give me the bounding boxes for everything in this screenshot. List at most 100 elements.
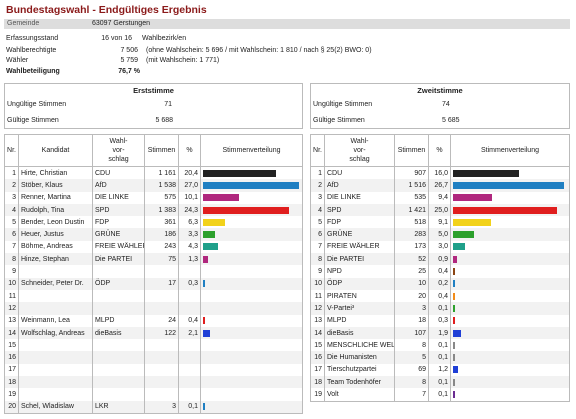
beteiligung-label: Wahlbeteiligung xyxy=(6,68,60,75)
row-stimmen: 107 xyxy=(394,326,429,340)
row-stimmen: 24 xyxy=(144,314,179,327)
erststimme-rows: 1 Hirte, Christian CDU 1 161 20,4 2 Stöber, Kl… xyxy=(4,166,303,414)
row-verteilung xyxy=(200,400,303,414)
row-pct: 3,0 xyxy=(428,240,451,254)
row-pct: 0,3 xyxy=(428,314,451,327)
gueltig-label: Gültige Stimmen xyxy=(7,116,59,124)
vote-share-bar xyxy=(203,194,239,202)
vote-share-bar xyxy=(453,329,461,337)
row-verteilung xyxy=(450,289,570,303)
erfassung-label: Erfassungsstand xyxy=(6,35,59,42)
row-stimmen: 52 xyxy=(394,253,429,266)
row-vorschlag: V-Partei³ xyxy=(324,302,395,315)
row-kandidat: Heuer, Justus xyxy=(18,228,93,241)
row-vorschlag xyxy=(92,302,145,315)
table-row: 14 dieBasis 107 1,9 xyxy=(310,326,570,340)
row-pct: 0,4 xyxy=(178,314,201,327)
row-verteilung xyxy=(450,302,570,315)
row-verteilung xyxy=(200,265,303,278)
row-pct: 27,0 xyxy=(178,179,201,192)
row-verteilung xyxy=(200,179,303,192)
row-verteilung xyxy=(200,277,303,290)
table-row: 3 DIE LINKE 535 9,4 xyxy=(310,191,570,204)
vote-share-bar xyxy=(203,403,205,411)
table-row: 19 Volt 7 0,1 xyxy=(310,388,570,402)
row-vorschlag: CDU xyxy=(92,166,145,180)
row-verteilung xyxy=(200,351,303,364)
row-verteilung xyxy=(450,388,570,402)
table-row: 12 xyxy=(4,302,303,315)
table-row: 1 CDU 907 16,0 xyxy=(310,166,570,180)
vote-share-bar xyxy=(203,206,290,214)
row-verteilung xyxy=(450,203,570,217)
row-verteilung xyxy=(200,216,303,229)
row-verteilung xyxy=(450,363,570,377)
row-verteilung xyxy=(450,228,570,241)
row-kandidat xyxy=(18,265,93,278)
row-nr: 13 xyxy=(310,314,325,327)
table-row: 5 FDP 518 9,1 xyxy=(310,216,570,229)
table-row: 18 xyxy=(4,376,303,389)
row-kandidat xyxy=(18,376,93,389)
waehler-value: 5 759 xyxy=(120,57,138,64)
row-stimmen: 7 xyxy=(394,388,429,402)
row-nr: 3 xyxy=(4,191,19,204)
row-nr: 18 xyxy=(310,376,325,389)
row-vorschlag: GRÜNE xyxy=(92,228,145,241)
row-nr: 10 xyxy=(310,277,325,290)
row-kandidat: Bender, Leon Dustin xyxy=(18,216,93,229)
gueltig-value: 5 685 xyxy=(442,116,460,124)
row-pct: 1,3 xyxy=(178,253,201,266)
col-verteilung: Stimmenverteilung xyxy=(450,134,570,167)
table-row: 11 xyxy=(4,289,303,303)
row-stimmen: 8 xyxy=(394,376,429,389)
row-pct: 0,3 xyxy=(178,277,201,290)
table-row: 4 Rudolph, Tina SPD 1 383 24,3 xyxy=(4,203,303,217)
row-stimmen: 361 xyxy=(144,216,179,229)
row-verteilung xyxy=(450,179,570,192)
vote-share-bar xyxy=(453,206,557,214)
row-verteilung xyxy=(450,216,570,229)
ungueltig-label: Ungültige Stimmen xyxy=(313,100,373,108)
row-kandidat xyxy=(18,289,93,303)
row-kandidat: Renner, Martina xyxy=(18,191,93,204)
row-vorschlag xyxy=(92,388,145,401)
erststimme-summary: Erststimme Ungültige Stimmen 71 Gültige S… xyxy=(4,83,303,129)
row-nr: 9 xyxy=(4,265,19,278)
row-pct: 20,4 xyxy=(178,166,201,180)
vote-share-bar xyxy=(453,304,455,312)
row-verteilung xyxy=(200,339,303,352)
row-pct: 9,4 xyxy=(428,191,451,204)
row-verteilung xyxy=(200,228,303,241)
row-nr: 1 xyxy=(310,166,325,180)
row-kandidat: Hinze, Stephan xyxy=(18,253,93,266)
vote-share-bar xyxy=(203,218,226,226)
col-nr: Nr. xyxy=(310,134,325,167)
table-row: 12 V-Partei³ 3 0,1 xyxy=(310,302,570,315)
vote-share-bar xyxy=(453,292,455,300)
row-pct: 0,1 xyxy=(428,339,451,352)
row-vorschlag xyxy=(92,376,145,389)
row-vorschlag xyxy=(92,289,145,303)
table-row: 17 Tierschutzpartei 69 1,2 xyxy=(310,363,570,377)
row-kandidat: Böhme, Andreas xyxy=(18,240,93,254)
row-vorschlag: dieBasis xyxy=(92,326,145,340)
row-pct: 0,1 xyxy=(428,351,451,364)
berechtigte-label: Wahlberechtigte xyxy=(6,47,57,54)
col-stimmen: Stimmen xyxy=(394,134,429,167)
row-pct xyxy=(178,289,201,303)
row-stimmen xyxy=(144,388,179,401)
row-stimmen: 75 xyxy=(144,253,179,266)
table-row: 13 Weinmann, Lea MLPD 24 0,4 xyxy=(4,314,303,327)
row-verteilung xyxy=(200,289,303,303)
row-stimmen: 3 xyxy=(394,302,429,315)
table-row: 7 Böhme, Andreas FREIE WÄHLER 243 4,3 xyxy=(4,240,303,254)
row-stimmen: 18 xyxy=(394,314,429,327)
vote-share-bar xyxy=(453,378,455,386)
table-row: 9 xyxy=(4,265,303,278)
vote-share-bar xyxy=(203,329,211,337)
row-vorschlag: FDP xyxy=(324,216,395,229)
row-pct: 0,1 xyxy=(428,302,451,315)
row-stimmen: 5 xyxy=(394,351,429,364)
row-nr: 7 xyxy=(310,240,325,254)
